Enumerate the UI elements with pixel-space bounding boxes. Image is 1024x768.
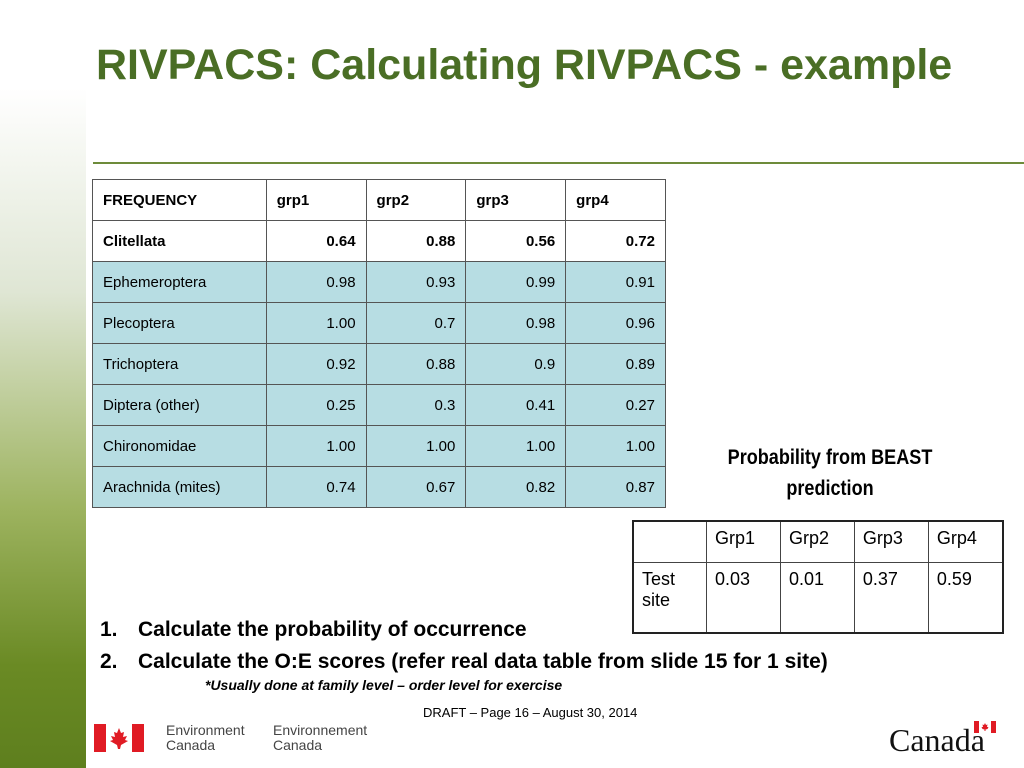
table-cell: 0.96 [565, 302, 666, 344]
table-cell: 0.25 [265, 384, 367, 426]
row-label: Diptera (other) [92, 384, 267, 426]
table-cell: 0.92 [265, 343, 367, 385]
list-item: 2. Calculate the O:E scores (refer real d… [100, 646, 828, 678]
table-header-row: FREQUENCY grp1 grp2 grp3 grp4 [92, 179, 666, 221]
header-cell: grp1 [265, 179, 367, 221]
table-cell: 1.00 [265, 425, 367, 467]
beast-caption: Probability from BEAST prediction [718, 442, 942, 504]
row-label: Clitellata [92, 220, 267, 262]
probability-table: Grp1 Grp2 Grp3 Grp4 Test site 0.03 0.01 … [632, 520, 1004, 634]
row-label: Test site [632, 562, 707, 634]
org-name-line: Canada [273, 737, 323, 753]
table-row: Ephemeroptera 0.98 0.93 0.99 0.91 [92, 261, 666, 303]
row-label: Trichoptera [92, 343, 267, 385]
table-row: Clitellata 0.64 0.88 0.56 0.72 [92, 220, 666, 262]
step-text: Calculate the O:E scores (refer real dat… [138, 650, 828, 673]
step-number: 1. [100, 618, 118, 641]
table-cell: 0.72 [565, 220, 666, 262]
table-cell: 0.82 [465, 466, 567, 508]
header-cell: Grp3 [853, 520, 929, 563]
header-cell: grp3 [465, 179, 567, 221]
table-cell: 0.98 [465, 302, 567, 344]
table-row: Plecoptera 1.00 0.7 0.98 0.96 [92, 302, 666, 344]
title-divider [93, 162, 1024, 164]
table-cell: 0.7 [365, 302, 467, 344]
table-cell: 0.93 [365, 261, 467, 303]
canada-wordmark: Canada [889, 722, 985, 758]
table-row: Chironomidae 1.00 1.00 1.00 1.00 [92, 425, 666, 467]
org-name-line: Canada [166, 737, 216, 753]
table-cell: 0.89 [565, 343, 666, 385]
row-label: Plecoptera [92, 302, 267, 344]
header-cell: Grp1 [706, 520, 781, 563]
header-cell: grp4 [565, 179, 666, 221]
frequency-table: FREQUENCY grp1 grp2 grp3 grp4 Clitellata… [92, 179, 666, 508]
table-cell: 0.03 [706, 562, 781, 634]
table-cell: 0.74 [265, 466, 367, 508]
table-cell: 0.01 [779, 562, 855, 634]
table-header-row: Grp1 Grp2 Grp3 Grp4 [632, 520, 1004, 563]
table-cell: 0.98 [265, 261, 367, 303]
step-text: Calculate the probability of occurrence [138, 618, 527, 641]
step-number: 2. [100, 650, 118, 673]
decorative-side-bar [0, 88, 86, 768]
canada-flag-icon [94, 724, 144, 752]
table-cell: 0.56 [465, 220, 567, 262]
page-footer: DRAFT – Page 16 – August 30, 2014 [423, 705, 638, 720]
header-cell: Grp2 [779, 520, 855, 563]
table-cell: 0.27 [565, 384, 666, 426]
table-cell: 1.00 [265, 302, 367, 344]
org-name-english: Environment Canada [166, 723, 245, 753]
steps-list: 1. Calculate the probability of occurrenc… [100, 614, 828, 678]
org-name-french: Environnement Canada [273, 723, 367, 753]
table-cell: 0.64 [265, 220, 367, 262]
org-name-line: Environnement [273, 722, 368, 738]
table-cell: 1.00 [565, 425, 666, 467]
table-row: Test site 0.03 0.01 0.37 0.59 [632, 562, 1004, 634]
table-cell: 0.9 [465, 343, 567, 385]
table-cell: 0.99 [465, 261, 567, 303]
canada-wordmark-flag-icon [974, 721, 996, 733]
table-cell: 0.91 [565, 261, 666, 303]
table-cell: 0.88 [365, 220, 467, 262]
table-cell: 0.37 [853, 562, 929, 634]
table-cell: 0.41 [465, 384, 567, 426]
table-cell: 0.67 [365, 466, 467, 508]
header-cell: Grp4 [927, 520, 1004, 563]
table-cell: 1.00 [365, 425, 467, 467]
footnote: *Usually done at family level – order le… [205, 677, 563, 693]
table-cell: 0.87 [565, 466, 666, 508]
table-cell: 0.88 [365, 343, 467, 385]
row-label: Arachnida (mites) [92, 466, 267, 508]
row-label: Chironomidae [92, 425, 267, 467]
table-row: Trichoptera 0.92 0.88 0.9 0.89 [92, 343, 666, 385]
header-cell: FREQUENCY [92, 179, 267, 221]
header-cell [632, 520, 707, 563]
slide-title: RIVPACS: Calculating RIVPACS - example [96, 41, 953, 89]
table-cell: 0.59 [927, 562, 1004, 634]
beast-caption-line: Probability from BEAST [727, 446, 933, 469]
table-cell: 1.00 [465, 425, 567, 467]
table-cell: 0.3 [365, 384, 467, 426]
header-cell: grp2 [365, 179, 467, 221]
row-label: Ephemeroptera [92, 261, 267, 303]
org-name-line: Environment [166, 722, 245, 738]
table-row: Arachnida (mites) 0.74 0.67 0.82 0.87 [92, 466, 666, 508]
list-item: 1. Calculate the probability of occurrenc… [100, 614, 828, 646]
beast-caption-line: prediction [786, 477, 874, 500]
table-row: Diptera (other) 0.25 0.3 0.41 0.27 [92, 384, 666, 426]
